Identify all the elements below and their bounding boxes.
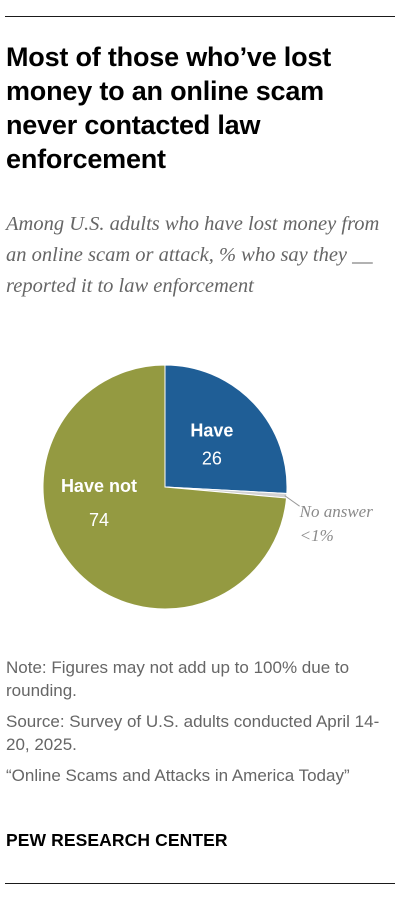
pie-slice-have-not bbox=[42, 364, 288, 610]
bottom-rule bbox=[5, 883, 395, 884]
no-answer-leader-line bbox=[284, 495, 300, 507]
note-text: Note: Figures may not add up to 100% due… bbox=[6, 658, 350, 700]
slice-value-have: 26 bbox=[202, 449, 222, 469]
source-text: Source: Survey of U.S. adults conducted … bbox=[6, 712, 380, 754]
report-title-text: “Online Scams and Attacks in America Tod… bbox=[6, 766, 350, 785]
slice-label-have: Have bbox=[190, 421, 233, 441]
pie-chart: Have 26 Have not 74 No answer <1% bbox=[42, 364, 374, 610]
slice-label-no-answer: No answer bbox=[299, 502, 374, 521]
slice-value-have-not: 74 bbox=[89, 510, 109, 530]
pie-slice-have bbox=[164, 364, 288, 494]
slice-label-have-not: Have not bbox=[61, 476, 137, 496]
top-rule bbox=[5, 16, 395, 17]
chart-title: Most of those who’ve lost money to an on… bbox=[6, 42, 332, 174]
pew-research-center-logo-text: PEW RESEARCH CENTER bbox=[6, 830, 228, 850]
slice-value-no-answer: <1% bbox=[300, 526, 334, 545]
chart-subtitle: Among U.S. adults who have lost money fr… bbox=[6, 213, 380, 297]
